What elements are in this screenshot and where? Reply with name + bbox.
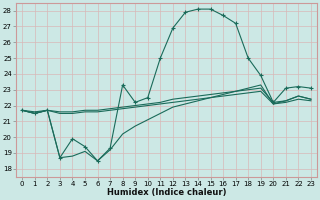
X-axis label: Humidex (Indice chaleur): Humidex (Indice chaleur) (107, 188, 226, 197)
